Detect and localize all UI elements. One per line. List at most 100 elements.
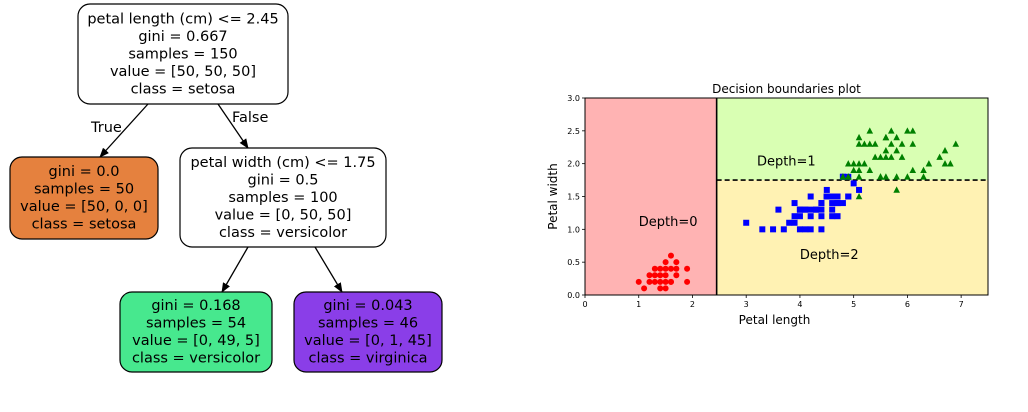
setosa-point bbox=[657, 278, 664, 285]
virginica-point bbox=[882, 173, 890, 180]
virginica-point bbox=[850, 166, 857, 174]
versicolor-point bbox=[796, 213, 803, 220]
virginica-point bbox=[941, 160, 949, 167]
virginica-point bbox=[844, 173, 852, 180]
versicolor-point bbox=[834, 193, 841, 200]
tree-node-line: samples = 100 bbox=[228, 190, 337, 206]
tree-node-line: gini = 0.5 bbox=[248, 172, 319, 188]
tree-node-line: petal length (cm) <= 2.45 bbox=[87, 11, 278, 27]
virginica-point bbox=[909, 140, 917, 147]
tree-node-root: petal length (cm) <= 2.45 gini = 0.667sam… bbox=[77, 3, 289, 105]
setosa-point bbox=[667, 278, 674, 285]
versicolor-point bbox=[770, 226, 777, 233]
x-tick-label: 3 bbox=[744, 300, 749, 309]
virginica-point bbox=[855, 166, 863, 174]
tree-node-line: gini = 0.043 bbox=[323, 298, 412, 314]
virginica-point bbox=[866, 127, 874, 134]
virginica-point bbox=[882, 153, 890, 160]
decision-boundaries-plot: Depth=0 Depth=1 Depth=2 0 1 2 3 4 5 6 7 0.0 0.5 1.0 1.… bbox=[546, 82, 989, 327]
tree-node-line: samples = 46 bbox=[318, 316, 418, 332]
virginica-point bbox=[866, 166, 874, 174]
virginica-point bbox=[898, 140, 906, 147]
tree-edge-root-left bbox=[99, 103, 149, 158]
edge-label-true: True bbox=[90, 120, 122, 136]
virginica-point bbox=[904, 173, 911, 180]
setosa-point bbox=[684, 278, 691, 285]
versicolor-point bbox=[856, 186, 863, 193]
versicolor-point bbox=[813, 206, 820, 213]
region-versicolor bbox=[716, 180, 988, 295]
y-tick-label: 2.5 bbox=[567, 127, 580, 136]
y-tick-label: 1.0 bbox=[567, 225, 580, 234]
tree-node-line: value = [0, 1, 45] bbox=[304, 333, 432, 349]
tree-node-line: class = setosa bbox=[32, 217, 137, 233]
versicolor-point bbox=[818, 206, 825, 213]
virginica-point bbox=[952, 140, 960, 147]
virginica-point bbox=[855, 160, 863, 167]
tree-node-line: class = versicolor bbox=[219, 225, 347, 241]
virginica-point bbox=[925, 160, 933, 167]
virginica-point bbox=[898, 153, 906, 160]
tree-node-line: samples = 54 bbox=[146, 316, 246, 332]
setosa-point bbox=[667, 265, 674, 272]
region-setosa bbox=[585, 98, 717, 295]
setosa-point bbox=[635, 278, 642, 285]
versicolor-point bbox=[834, 200, 841, 207]
versicolor-point bbox=[791, 200, 798, 207]
setosa-point bbox=[646, 272, 653, 279]
virginica-point bbox=[893, 133, 900, 141]
versicolor-point bbox=[829, 193, 836, 200]
versicolor-point bbox=[807, 226, 814, 233]
versicolor-point bbox=[818, 213, 825, 220]
virginica-point bbox=[893, 186, 900, 193]
versicolor-point bbox=[818, 200, 825, 207]
virginica-point bbox=[855, 173, 863, 180]
versicolor-point bbox=[807, 193, 814, 200]
virginica-point bbox=[855, 133, 863, 141]
depth-label: Depth=0 bbox=[639, 215, 698, 230]
x-tick-label: 6 bbox=[905, 300, 910, 309]
setosa-point bbox=[651, 272, 658, 279]
y-tick-label: 0.0 bbox=[567, 291, 580, 300]
setosa-point bbox=[673, 265, 680, 272]
versicolor-point bbox=[829, 213, 836, 220]
versicolor-point bbox=[791, 219, 798, 226]
tree-node-box bbox=[77, 3, 289, 105]
x-tick-label: 7 bbox=[959, 300, 964, 309]
setosa-point bbox=[657, 265, 664, 272]
x-tick-label: 2 bbox=[690, 300, 695, 309]
tree-node-line: gini = 0.168 bbox=[151, 298, 240, 314]
tree-edge-right-rl bbox=[221, 246, 249, 293]
virginica-point bbox=[850, 160, 857, 167]
tree-node-line: value = [50, 0, 0] bbox=[20, 199, 148, 215]
depth-label: Depth=2 bbox=[800, 248, 859, 263]
y-tick-label: 0.5 bbox=[567, 258, 580, 267]
virginica-point bbox=[861, 160, 868, 167]
virginica-point bbox=[909, 166, 917, 174]
setosa-point bbox=[651, 265, 658, 272]
versicolor-point bbox=[829, 200, 836, 207]
versicolor-point bbox=[759, 226, 766, 233]
tree-node-line: class = virginica bbox=[309, 351, 428, 367]
tree-edge-right-rr bbox=[314, 246, 343, 293]
y-axis-label: Petal width bbox=[546, 163, 560, 229]
tree-node-box bbox=[119, 291, 273, 373]
versicolor-point bbox=[802, 226, 809, 233]
virginica-point bbox=[871, 153, 879, 160]
virginica-point bbox=[920, 173, 927, 180]
virginica-point bbox=[893, 173, 900, 180]
versicolor-point bbox=[850, 180, 857, 187]
setosa-point bbox=[667, 252, 674, 259]
setosa-point bbox=[673, 272, 680, 279]
tree-node-line: value = [0, 50, 50] bbox=[215, 207, 352, 223]
y-tick-label: 3.0 bbox=[567, 94, 580, 103]
versicolor-point bbox=[834, 213, 841, 220]
versicolor-point bbox=[786, 219, 793, 226]
setosa-point bbox=[673, 259, 680, 266]
setosa-point bbox=[662, 272, 669, 279]
plot-title: Decision boundaries plot bbox=[712, 82, 861, 96]
versicolor-point bbox=[780, 226, 787, 233]
depth-label: Depth=1 bbox=[757, 155, 816, 170]
